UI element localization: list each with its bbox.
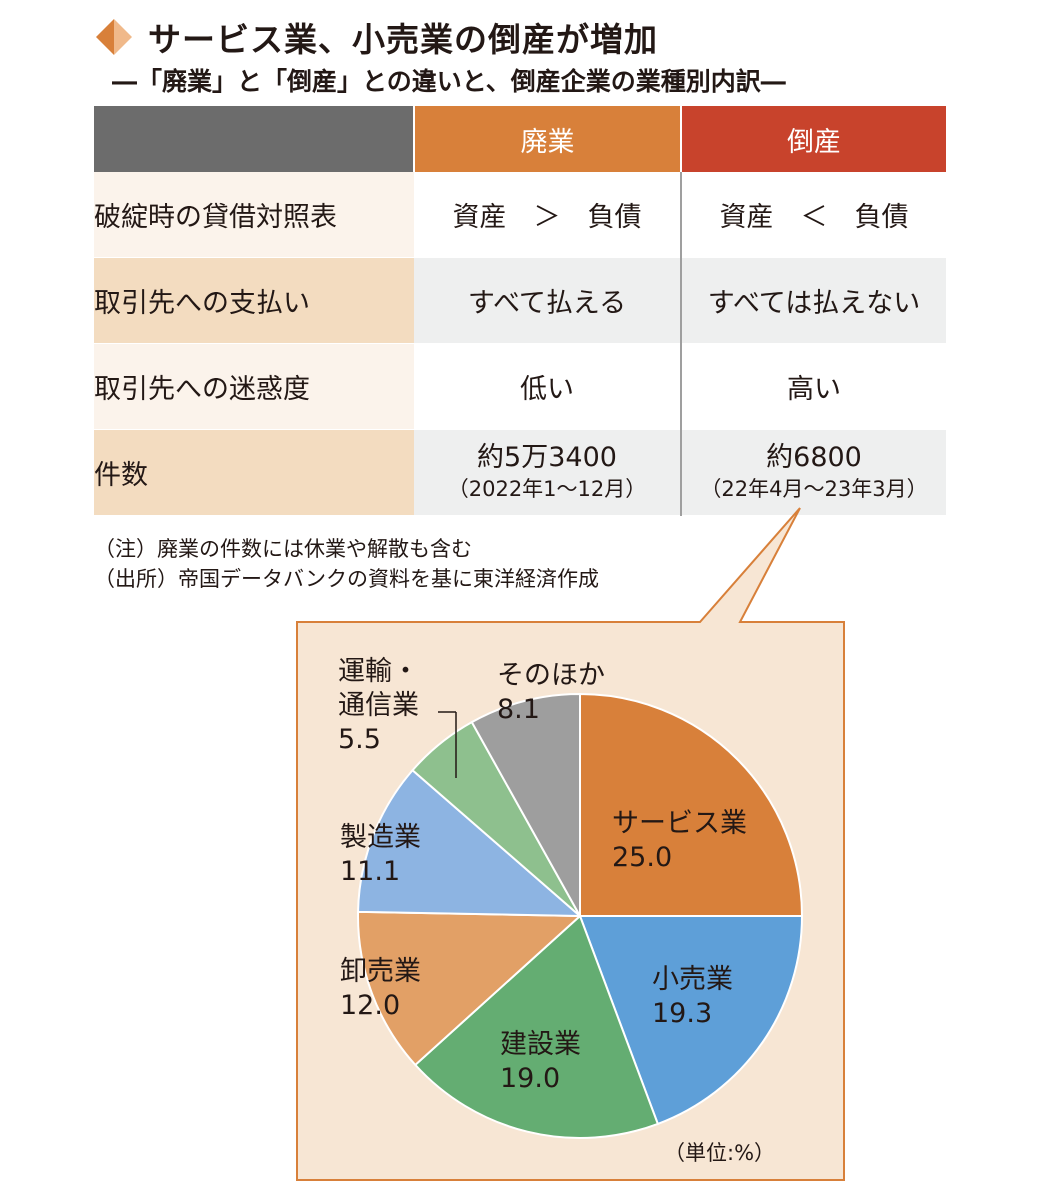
pie-slice xyxy=(357,910,583,1067)
cell-tosan: 高い xyxy=(681,343,946,430)
unit-label: （単位:%） xyxy=(664,1141,775,1165)
table-header-row: 廃業 倒産 xyxy=(94,106,946,172)
count-value: 約5万3400 xyxy=(477,441,617,473)
slice-value-label: 12.0 xyxy=(340,990,400,1021)
pie-slice xyxy=(579,692,804,917)
slice-name-label: 運輸・ xyxy=(338,656,419,687)
slice-name-label: 卸売業 xyxy=(340,956,421,987)
table-row: 取引先への支払い すべて払える すべては払えない xyxy=(94,257,946,344)
title-row: サービス業、小売業の倒産が増加 xyxy=(94,14,658,60)
pie-slice xyxy=(357,768,583,918)
slice-value-label: 19.3 xyxy=(652,998,712,1029)
cell-tosan-count: 約6800 （22年4月～23年3月） xyxy=(681,429,946,516)
comparison-table: 廃業 倒産 破綻時の貸借対照表 資産 ＞ 負債 資産 ＜ 負債 取引先への支払い… xyxy=(94,106,946,516)
slice-name-label: 建設業 xyxy=(500,1029,581,1060)
source-text: （出所）帝国データバンクの資料を基に東洋経済作成 xyxy=(94,567,600,591)
note-text: （注）廃業の件数には休業や解散も含む xyxy=(94,537,472,561)
row-label: 取引先への支払い xyxy=(94,257,414,344)
row-label: 取引先への迷惑度 xyxy=(94,343,414,430)
notes: （注）廃業の件数には休業や解散も含む （出所）帝国データバンクの資料を基に東洋経… xyxy=(94,534,599,594)
cell-haigyo: すべて払える xyxy=(414,257,682,344)
slice-value-label: 19.0 xyxy=(500,1063,560,1094)
page-title: サービス業、小売業の倒産が増加 xyxy=(148,20,658,59)
pie-slice xyxy=(470,692,581,920)
pie-slices xyxy=(357,692,804,1139)
page-subtitle: ―「廃業」と「倒産」との違いと、倒産企業の業種別内訳― xyxy=(112,67,786,96)
slice-name-label: そのほか xyxy=(497,660,605,691)
pie-slice xyxy=(413,914,660,1139)
slice-value-label: 25.0 xyxy=(612,842,672,873)
slice-name-label: 通信業 xyxy=(338,690,419,721)
count-period: （2022年1～12月） xyxy=(447,476,647,501)
slice-value-label: 5.5 xyxy=(338,724,381,755)
slice-value-label: 11.1 xyxy=(340,856,400,887)
diamond-icon xyxy=(96,19,132,55)
slice-name-label: 製造業 xyxy=(340,822,421,853)
column-header-haigyo: 廃業 xyxy=(414,106,682,172)
count-value: 約6800 xyxy=(766,441,862,473)
cell-haigyo: 資産 ＞ 負債 xyxy=(414,172,682,258)
table-row: 取引先への迷惑度 低い 高い xyxy=(94,343,946,430)
row-label: 破綻時の貸借対照表 xyxy=(94,172,414,258)
cell-haigyo-count: 約5万3400 （2022年1～12月） xyxy=(414,429,682,516)
count-period: （22年4月～23年3月） xyxy=(700,476,928,501)
table-corner-cell xyxy=(94,106,415,172)
slice-name-label: 小売業 xyxy=(652,964,733,995)
row-label: 件数 xyxy=(94,429,414,516)
cell-haigyo: 低い xyxy=(414,343,682,430)
slice-value-label: 8.1 xyxy=(497,694,540,725)
slice-name-label: サービス業 xyxy=(612,808,747,839)
column-header-tosan: 倒産 xyxy=(681,106,946,172)
table-row: 件数 約5万3400 （2022年1～12月） 約6800 （22年4月～23年… xyxy=(94,429,946,516)
cell-tosan: すべては払えない xyxy=(681,257,946,344)
table-row: 破綻時の貸借対照表 資産 ＞ 負債 資産 ＜ 負債 xyxy=(94,172,946,258)
cell-tosan: 資産 ＜ 負債 xyxy=(681,172,946,258)
pie-slice xyxy=(578,915,804,1126)
